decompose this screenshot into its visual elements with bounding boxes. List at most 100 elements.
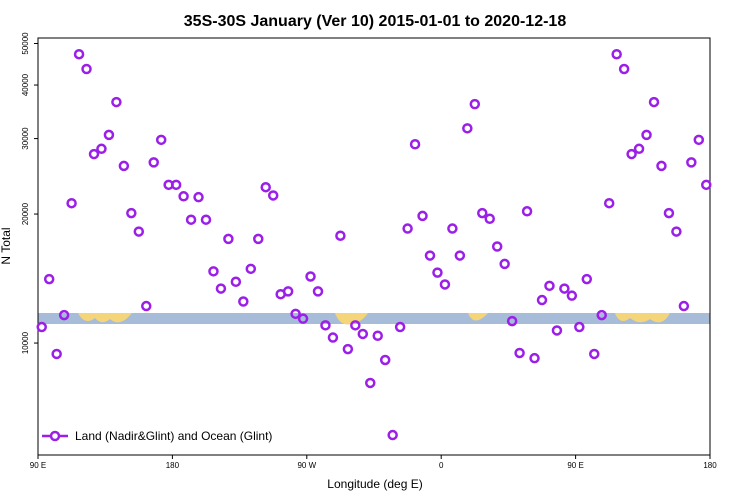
data-point xyxy=(469,98,481,110)
data-point xyxy=(133,226,145,237)
data-point xyxy=(141,300,152,312)
x-axis-label: Longitude (deg E) xyxy=(327,477,422,491)
data-point xyxy=(589,348,600,360)
y-tick-label: 10000 xyxy=(21,331,30,354)
data-point xyxy=(432,267,443,278)
data-point xyxy=(230,276,242,288)
data-point xyxy=(663,207,675,219)
data-point xyxy=(559,283,570,294)
y-tick-label: 30000 xyxy=(21,127,30,150)
data-point xyxy=(379,354,391,366)
data-point xyxy=(253,233,264,245)
data-point xyxy=(372,330,383,342)
legend-label: Land (Nadir&Glint) and Ocean (Glint) xyxy=(75,429,272,443)
data-point xyxy=(506,315,518,327)
data-point xyxy=(544,280,555,292)
data-point xyxy=(178,191,189,202)
data-point xyxy=(96,143,107,155)
y-tick-label: 50000 xyxy=(21,32,30,55)
data-point xyxy=(521,206,533,217)
data-point xyxy=(320,320,331,331)
chart-title: 35S-30S January (Ver 10) 2015-01-01 to 2… xyxy=(184,13,567,30)
data-point xyxy=(626,148,637,160)
data-point xyxy=(417,210,428,222)
data-point xyxy=(43,273,55,285)
x-tick-label: 180 xyxy=(703,461,717,470)
data-point xyxy=(402,223,413,234)
data-point xyxy=(297,313,309,324)
data-point xyxy=(678,300,690,312)
ocean-band xyxy=(38,313,710,324)
data-point xyxy=(566,290,578,301)
data-point xyxy=(111,96,122,108)
land-shape xyxy=(468,313,488,321)
data-point xyxy=(596,309,607,321)
y-tick-label: 40000 xyxy=(21,73,30,96)
data-point xyxy=(350,320,361,331)
data-point xyxy=(424,250,436,261)
data-point xyxy=(342,343,354,355)
data-point xyxy=(693,134,705,146)
data-point xyxy=(357,328,369,340)
data-point xyxy=(447,223,458,234)
y-axis-label: N Total xyxy=(0,227,13,264)
data-point xyxy=(66,197,77,209)
x-tick-label: 90 W xyxy=(297,461,316,470)
data-point xyxy=(282,286,294,297)
y-tick-label: 20000 xyxy=(21,202,30,225)
data-point xyxy=(148,157,159,168)
data-point xyxy=(200,214,212,225)
data-point xyxy=(51,348,62,360)
data-point xyxy=(193,191,204,203)
data-point xyxy=(439,279,451,290)
data-point xyxy=(611,48,622,60)
data-point xyxy=(238,296,249,307)
data-point xyxy=(387,429,398,441)
data-point xyxy=(499,258,510,270)
data-point xyxy=(536,294,548,306)
data-point xyxy=(126,207,137,219)
x-tick-label: 180 xyxy=(166,461,180,470)
data-point xyxy=(170,179,182,191)
data-point xyxy=(327,332,339,343)
data-point xyxy=(686,157,697,168)
x-tick-label: 0 xyxy=(439,461,444,470)
data-point xyxy=(484,213,495,225)
data-point xyxy=(491,241,503,252)
data-point xyxy=(215,283,227,294)
data-point xyxy=(223,233,234,245)
data-point xyxy=(514,347,525,359)
data-point xyxy=(36,321,47,333)
data-point xyxy=(641,129,652,141)
data-point xyxy=(394,321,406,333)
data-point xyxy=(603,197,615,209)
data-point xyxy=(103,129,115,141)
data-point xyxy=(618,63,630,75)
data-point xyxy=(671,226,682,237)
land-shape xyxy=(335,313,368,325)
data-point xyxy=(267,190,279,201)
data-point xyxy=(260,181,271,193)
data-point xyxy=(155,134,167,146)
data-point xyxy=(245,263,257,275)
x-tick-label: 90 E xyxy=(567,461,583,470)
data-point xyxy=(574,321,585,333)
data-point xyxy=(581,273,593,285)
data-point xyxy=(58,309,70,321)
legend-marker xyxy=(49,430,61,442)
data-point xyxy=(409,138,421,150)
data-point xyxy=(462,123,473,134)
data-point xyxy=(312,286,324,297)
data-point xyxy=(335,230,346,241)
data-point xyxy=(88,148,100,160)
data-point xyxy=(185,214,197,225)
data-point xyxy=(118,160,130,172)
land-shape xyxy=(615,313,670,323)
data-point xyxy=(81,63,92,75)
data-point xyxy=(454,250,466,261)
x-tick-label: 90 E xyxy=(30,461,46,470)
data-point xyxy=(477,207,488,219)
plot-frame xyxy=(37,37,711,456)
data-point xyxy=(290,308,301,320)
